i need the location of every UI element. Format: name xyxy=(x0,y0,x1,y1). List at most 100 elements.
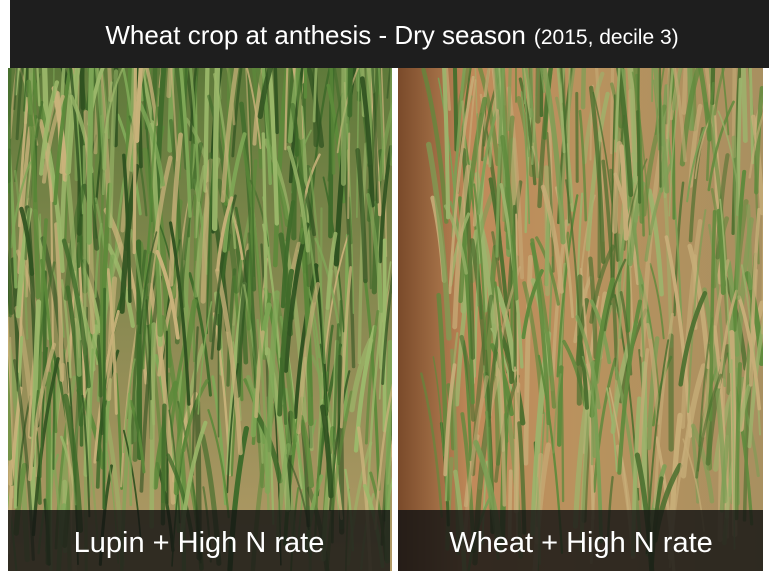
blade xyxy=(521,68,530,158)
blade xyxy=(325,231,338,310)
blade xyxy=(618,68,625,129)
blade xyxy=(29,299,42,521)
blade xyxy=(557,365,564,447)
blade xyxy=(132,252,155,462)
blade xyxy=(52,68,55,102)
blade xyxy=(264,290,280,494)
blade xyxy=(325,324,334,392)
blade xyxy=(381,272,392,386)
blade xyxy=(666,68,671,140)
blade xyxy=(27,342,57,482)
blade xyxy=(647,188,664,297)
blade xyxy=(530,238,551,426)
blade xyxy=(39,346,48,478)
blade xyxy=(355,148,368,284)
blade xyxy=(578,109,588,222)
blade xyxy=(8,153,11,194)
blade xyxy=(170,68,178,162)
blade xyxy=(580,68,587,110)
blade xyxy=(308,167,326,365)
blade xyxy=(134,68,143,143)
blade xyxy=(226,363,239,494)
blade xyxy=(748,111,763,179)
blade xyxy=(576,274,583,406)
blade xyxy=(287,68,301,144)
blade xyxy=(646,336,660,451)
caption-right: Wheat + High N rate xyxy=(449,527,713,559)
blade xyxy=(312,68,319,148)
blade xyxy=(273,68,279,135)
blade xyxy=(347,132,351,220)
blade xyxy=(179,68,192,218)
blade xyxy=(592,91,619,262)
blade xyxy=(81,394,91,518)
blade xyxy=(267,68,280,226)
blade xyxy=(356,68,360,218)
blade xyxy=(748,68,755,165)
blade xyxy=(247,232,257,389)
blade xyxy=(609,68,615,155)
blade xyxy=(500,134,519,301)
blade xyxy=(189,68,198,142)
blade xyxy=(705,81,715,182)
blade xyxy=(680,218,703,429)
blade xyxy=(749,207,761,387)
blade xyxy=(619,144,629,241)
blade xyxy=(585,91,610,252)
blade xyxy=(53,68,73,206)
blade xyxy=(494,68,501,110)
blade xyxy=(329,68,336,175)
blade xyxy=(127,392,133,507)
blade xyxy=(668,94,680,217)
blade xyxy=(277,268,295,417)
blade xyxy=(122,153,132,303)
blade xyxy=(286,145,310,253)
blade xyxy=(256,318,270,512)
blade xyxy=(65,285,84,427)
blade xyxy=(96,334,104,435)
blade xyxy=(523,254,533,466)
blade xyxy=(149,322,157,529)
blade xyxy=(731,68,742,236)
blade xyxy=(448,75,475,295)
blade xyxy=(497,331,526,426)
blade xyxy=(31,68,38,139)
blade xyxy=(721,68,730,136)
blade xyxy=(513,381,521,514)
blade xyxy=(681,68,689,115)
blade xyxy=(539,68,544,118)
blade xyxy=(229,209,253,361)
blade xyxy=(193,194,197,363)
blade xyxy=(695,373,723,479)
blade xyxy=(363,278,381,491)
blade xyxy=(189,68,201,202)
blade xyxy=(86,68,94,245)
blade xyxy=(82,145,87,356)
blade xyxy=(298,414,315,489)
blade xyxy=(132,68,137,255)
blade xyxy=(9,336,14,499)
blade xyxy=(10,161,32,249)
blade xyxy=(65,68,81,175)
blade xyxy=(257,68,273,120)
blade xyxy=(232,221,249,365)
blade xyxy=(254,330,265,419)
blade xyxy=(652,79,660,151)
blade xyxy=(611,140,623,234)
blade xyxy=(155,249,180,340)
blade xyxy=(216,196,234,272)
blade xyxy=(8,355,13,461)
blade xyxy=(535,236,560,306)
blade xyxy=(101,81,114,196)
blade xyxy=(715,153,730,260)
blade xyxy=(708,210,717,422)
blade xyxy=(23,68,28,112)
blade xyxy=(226,68,236,126)
blade xyxy=(231,68,243,158)
blade xyxy=(734,362,743,521)
blade xyxy=(215,268,243,456)
blade xyxy=(41,94,65,184)
blade xyxy=(658,68,662,188)
